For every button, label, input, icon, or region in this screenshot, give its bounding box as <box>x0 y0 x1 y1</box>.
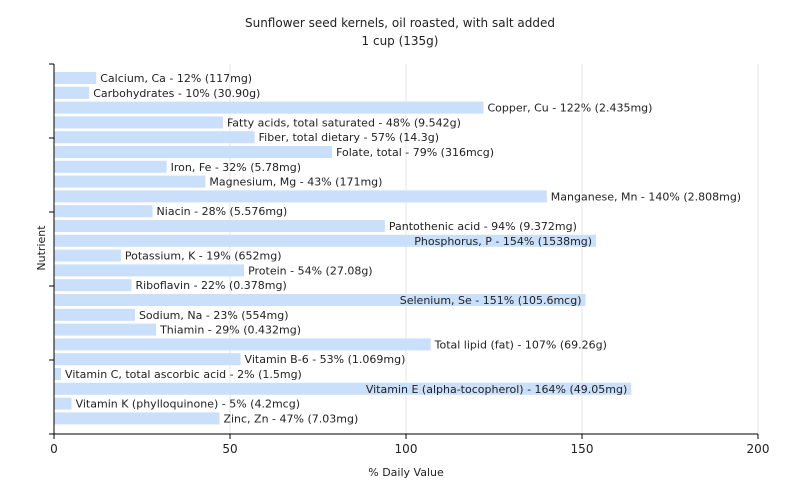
bar-5 <box>54 146 333 158</box>
bars-layer: Calcium, Ca - 12% (117mg) Carbohydrates -… <box>54 72 741 425</box>
x-tick-label-200: 200 <box>747 442 770 456</box>
bar-17 <box>54 323 157 336</box>
grid-layer <box>229 64 759 434</box>
bar-19 <box>54 353 241 366</box>
bar-1 <box>54 86 90 99</box>
bar-4 <box>54 131 255 144</box>
x-tick-label-50: 50 <box>222 442 237 456</box>
x-tick-label-150: 150 <box>571 442 594 456</box>
y-axis-label: Nutrient <box>35 225 48 271</box>
bar-label-13: Protein - 54% (27.08g) <box>248 264 373 277</box>
bar-0 <box>54 72 97 84</box>
bar-label-3: Fatty acids, total saturated - 48% (9.54… <box>227 116 461 129</box>
bar-label-22: Vitamin K (phylloquinone) - 5% (4.2mcg) <box>76 398 300 411</box>
bar-label-18: Total lipid (fat) - 107% (69.26g) <box>434 338 607 351</box>
x-axis-label: % Daily Value <box>368 466 444 479</box>
bar-label-7: Magnesium, Mg - 43% (171mg) <box>209 176 382 189</box>
bar-12 <box>54 249 121 262</box>
bar-14 <box>54 279 132 292</box>
bar-2 <box>54 101 484 114</box>
bar-18 <box>54 338 431 351</box>
x-tick-label-100: 100 <box>395 442 418 456</box>
x-tick-label-0: 0 <box>50 442 58 456</box>
bar-7 <box>54 175 206 188</box>
bar-label-20: Vitamin C, total ascorbic acid - 2% (1.5… <box>65 368 302 381</box>
bar-label-6: Iron, Fe - 32% (5.78mg) <box>171 161 301 174</box>
bar-label-0: Calcium, Ca - 12% (117mg) <box>100 72 252 85</box>
bar-23 <box>54 412 220 425</box>
bar-label-16: Sodium, Na - 23% (554mg) <box>139 309 289 322</box>
chart-subtitle: 1 cup (135g) <box>362 34 439 48</box>
bar-label-15: Selenium, Se - 151% (105.6mcg) <box>400 294 582 307</box>
bar-21 <box>54 382 632 395</box>
bar-label-2: Copper, Cu - 122% (2.435mg) <box>487 102 652 115</box>
chart-title: Sunflower seed kernels, oil roasted, wit… <box>245 16 555 30</box>
bar-15 <box>54 294 586 306</box>
bar-label-23: Zinc, Zn - 47% (7.03mg) <box>223 412 358 425</box>
bar-label-10: Pantothenic acid - 94% (9.372mg) <box>389 220 577 233</box>
bar-10 <box>54 220 385 232</box>
bar-label-21: Vitamin E (alpha-tocopherol) - 164% (49.… <box>366 383 627 396</box>
bar-label-19: Vitamin B-6 - 53% (1.069mg) <box>245 353 406 366</box>
bar-9 <box>54 205 153 218</box>
bar-label-11: Phosphorus, P - 154% (1538mg) <box>414 235 592 248</box>
bar-8 <box>54 190 547 203</box>
bar-16 <box>54 308 135 321</box>
bar-label-12: Potassium, K - 19% (652mg) <box>125 250 282 263</box>
bar-label-17: Thiamin - 29% (0.432mg) <box>159 324 301 337</box>
bar-13 <box>54 264 245 277</box>
bar-label-5: Folate, total - 79% (316mcg) <box>336 146 494 159</box>
bar-3 <box>54 116 223 129</box>
bar-label-9: Niacin - 28% (5.576mg) <box>157 205 288 218</box>
bar-20 <box>54 368 62 380</box>
bar-label-14: Riboflavin - 22% (0.378mg) <box>135 279 286 292</box>
bar-label-1: Carbohydrates - 10% (30.90g) <box>93 87 260 100</box>
bar-label-4: Fiber, total dietary - 57% (14.3g) <box>259 131 439 144</box>
axes-layer: 0 50 100 150 200 <box>49 63 770 456</box>
bar-label-8: Manganese, Mn - 140% (2.808mg) <box>551 190 741 203</box>
bar-11 <box>54 234 597 247</box>
bar-22 <box>54 397 72 410</box>
bar-6 <box>54 160 167 173</box>
